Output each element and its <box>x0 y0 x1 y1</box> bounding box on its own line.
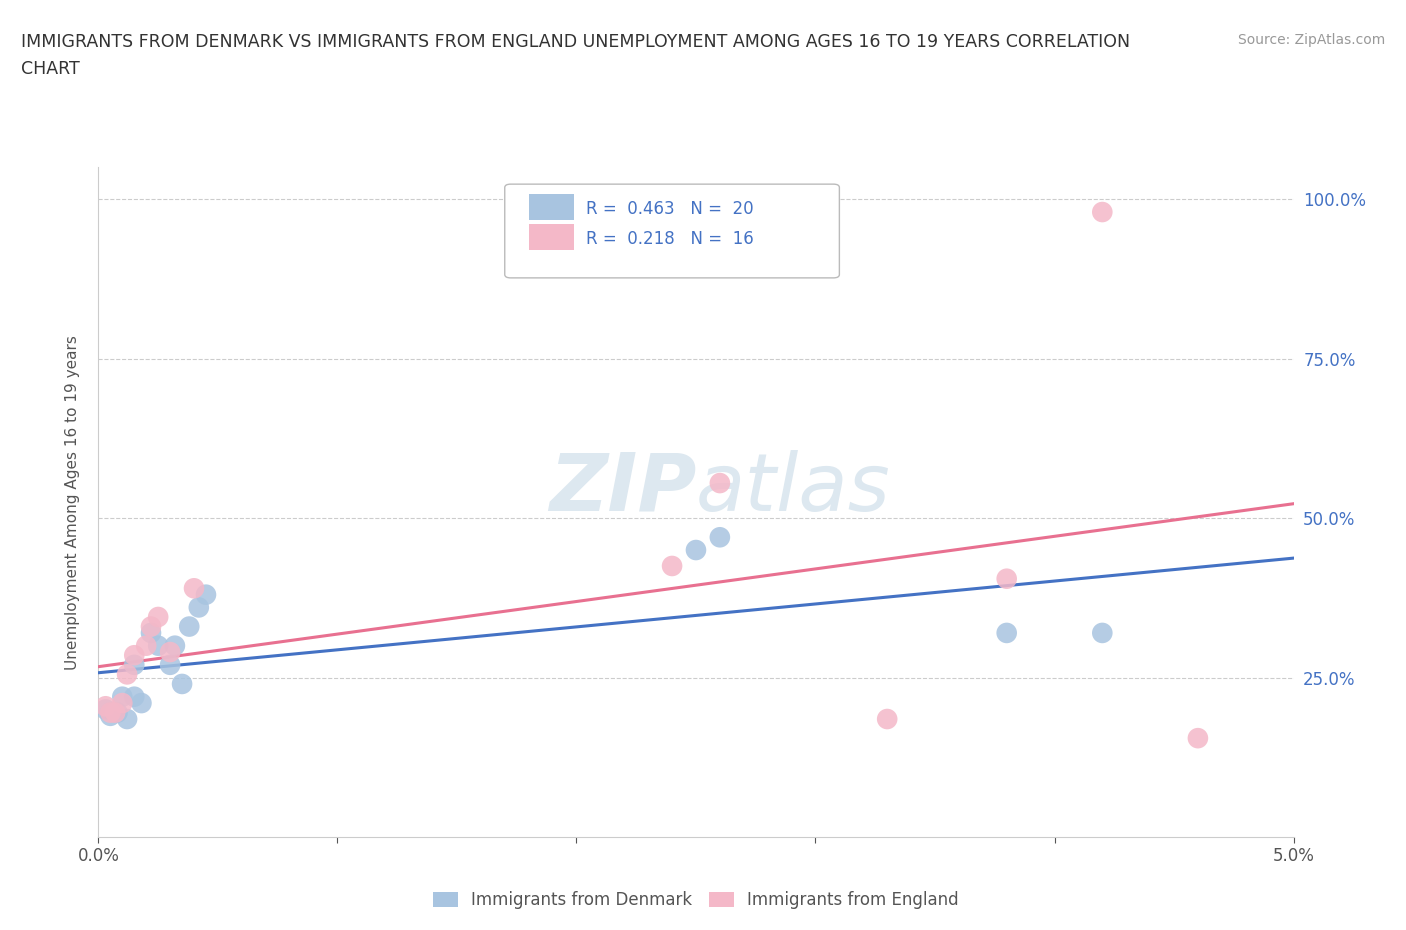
Text: atlas: atlas <box>696 450 891 528</box>
Point <box>111 689 134 704</box>
Point <box>139 619 162 634</box>
FancyBboxPatch shape <box>529 194 574 219</box>
Point <box>100 709 122 724</box>
Point <box>139 626 162 641</box>
FancyBboxPatch shape <box>529 224 574 250</box>
Text: R =  0.463   N =  20: R = 0.463 N = 20 <box>586 200 754 218</box>
Point <box>709 475 731 490</box>
Point <box>179 619 201 634</box>
Point <box>172 676 194 691</box>
Text: ZIP: ZIP <box>548 450 696 528</box>
Point <box>1091 205 1114 219</box>
Point <box>104 705 127 720</box>
Point <box>183 581 205 596</box>
Text: Source: ZipAtlas.com: Source: ZipAtlas.com <box>1237 33 1385 46</box>
Point <box>124 689 146 704</box>
Point <box>148 609 170 624</box>
Y-axis label: Unemployment Among Ages 16 to 19 years: Unemployment Among Ages 16 to 19 years <box>65 335 80 670</box>
Point <box>94 702 117 717</box>
FancyBboxPatch shape <box>505 184 839 278</box>
Point <box>995 571 1018 586</box>
Point <box>661 559 683 574</box>
Text: R =  0.218   N =  16: R = 0.218 N = 16 <box>586 230 754 248</box>
Point <box>131 696 153 711</box>
Point <box>115 667 138 682</box>
Point <box>135 638 157 653</box>
Point <box>187 600 209 615</box>
Point <box>709 530 731 545</box>
Point <box>107 705 129 720</box>
Point <box>685 542 707 557</box>
Point <box>995 626 1018 641</box>
Point <box>94 698 117 713</box>
Point <box>159 644 181 659</box>
Point <box>115 711 138 726</box>
Point <box>100 705 122 720</box>
Point <box>1091 626 1114 641</box>
Point <box>159 658 181 672</box>
Point <box>876 711 898 726</box>
Point <box>148 638 170 653</box>
Point <box>163 638 186 653</box>
Point <box>124 658 146 672</box>
Point <box>111 696 134 711</box>
Point <box>195 587 218 602</box>
Legend: Immigrants from Denmark, Immigrants from England: Immigrants from Denmark, Immigrants from… <box>426 884 966 916</box>
Text: IMMIGRANTS FROM DENMARK VS IMMIGRANTS FROM ENGLAND UNEMPLOYMENT AMONG AGES 16 TO: IMMIGRANTS FROM DENMARK VS IMMIGRANTS FR… <box>21 33 1130 50</box>
Point <box>124 648 146 663</box>
Point <box>1187 731 1209 746</box>
Text: CHART: CHART <box>21 60 80 78</box>
